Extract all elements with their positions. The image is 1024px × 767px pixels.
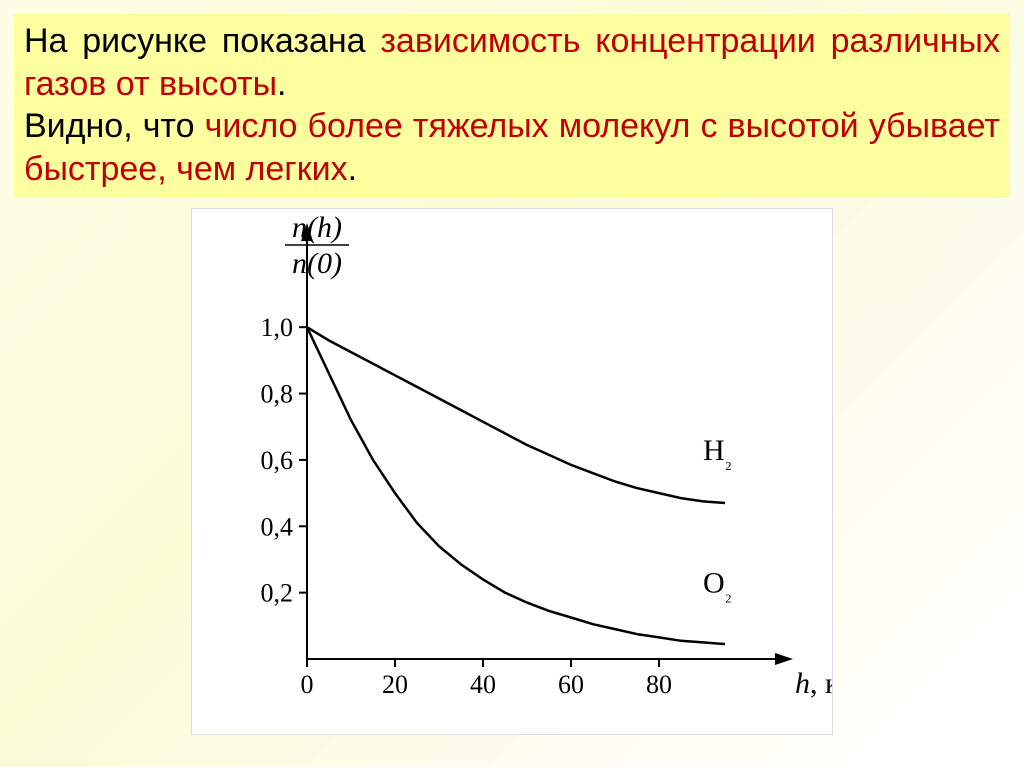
x-tick-label: 60 xyxy=(558,670,584,699)
caption-fragment: . xyxy=(348,150,357,188)
series-label-O2: O₂ xyxy=(703,567,732,604)
series-H2 xyxy=(307,327,725,503)
x-tick-label: 40 xyxy=(470,670,496,699)
chart-container: 0 20 40 60 80 0,2 0,4 0,6 0,8 1,0 n(h)n(0) h, км H₂ O… xyxy=(0,208,1024,735)
x-axis-label: h, км xyxy=(795,667,832,700)
chart-frame: 0 20 40 60 80 0,2 0,4 0,6 0,8 1,0 n(h)n(0) h, км H₂ O… xyxy=(191,208,833,735)
series-label-H2: H₂ xyxy=(703,434,732,471)
caption-fragment: Видно, что xyxy=(24,107,205,145)
caption-box: На рисунке показана зависимость концентр… xyxy=(14,14,1010,198)
caption-fragment: . xyxy=(277,65,286,103)
x-tick-label: 20 xyxy=(382,670,408,699)
y-tick-label: 0,6 xyxy=(261,446,294,475)
x-tick-label: 0 xyxy=(301,670,314,699)
y-tick-label: 0,4 xyxy=(261,512,294,541)
caption-fragment: На рисунке показана xyxy=(24,22,380,60)
y-label-numerator: n(h) xyxy=(292,211,342,244)
concentration-chart: 0 20 40 60 80 0,2 0,4 0,6 0,8 1,0 n(h)n(0) h, км H₂ O… xyxy=(192,209,832,729)
series-O2 xyxy=(307,327,725,644)
x-tick-label: 80 xyxy=(646,670,672,699)
y-label-denominator: n(0) xyxy=(292,247,342,280)
y-tick-label: 0,2 xyxy=(261,579,294,608)
y-tick-label: 0,8 xyxy=(261,380,294,409)
y-tick-label: 1,0 xyxy=(261,313,294,342)
